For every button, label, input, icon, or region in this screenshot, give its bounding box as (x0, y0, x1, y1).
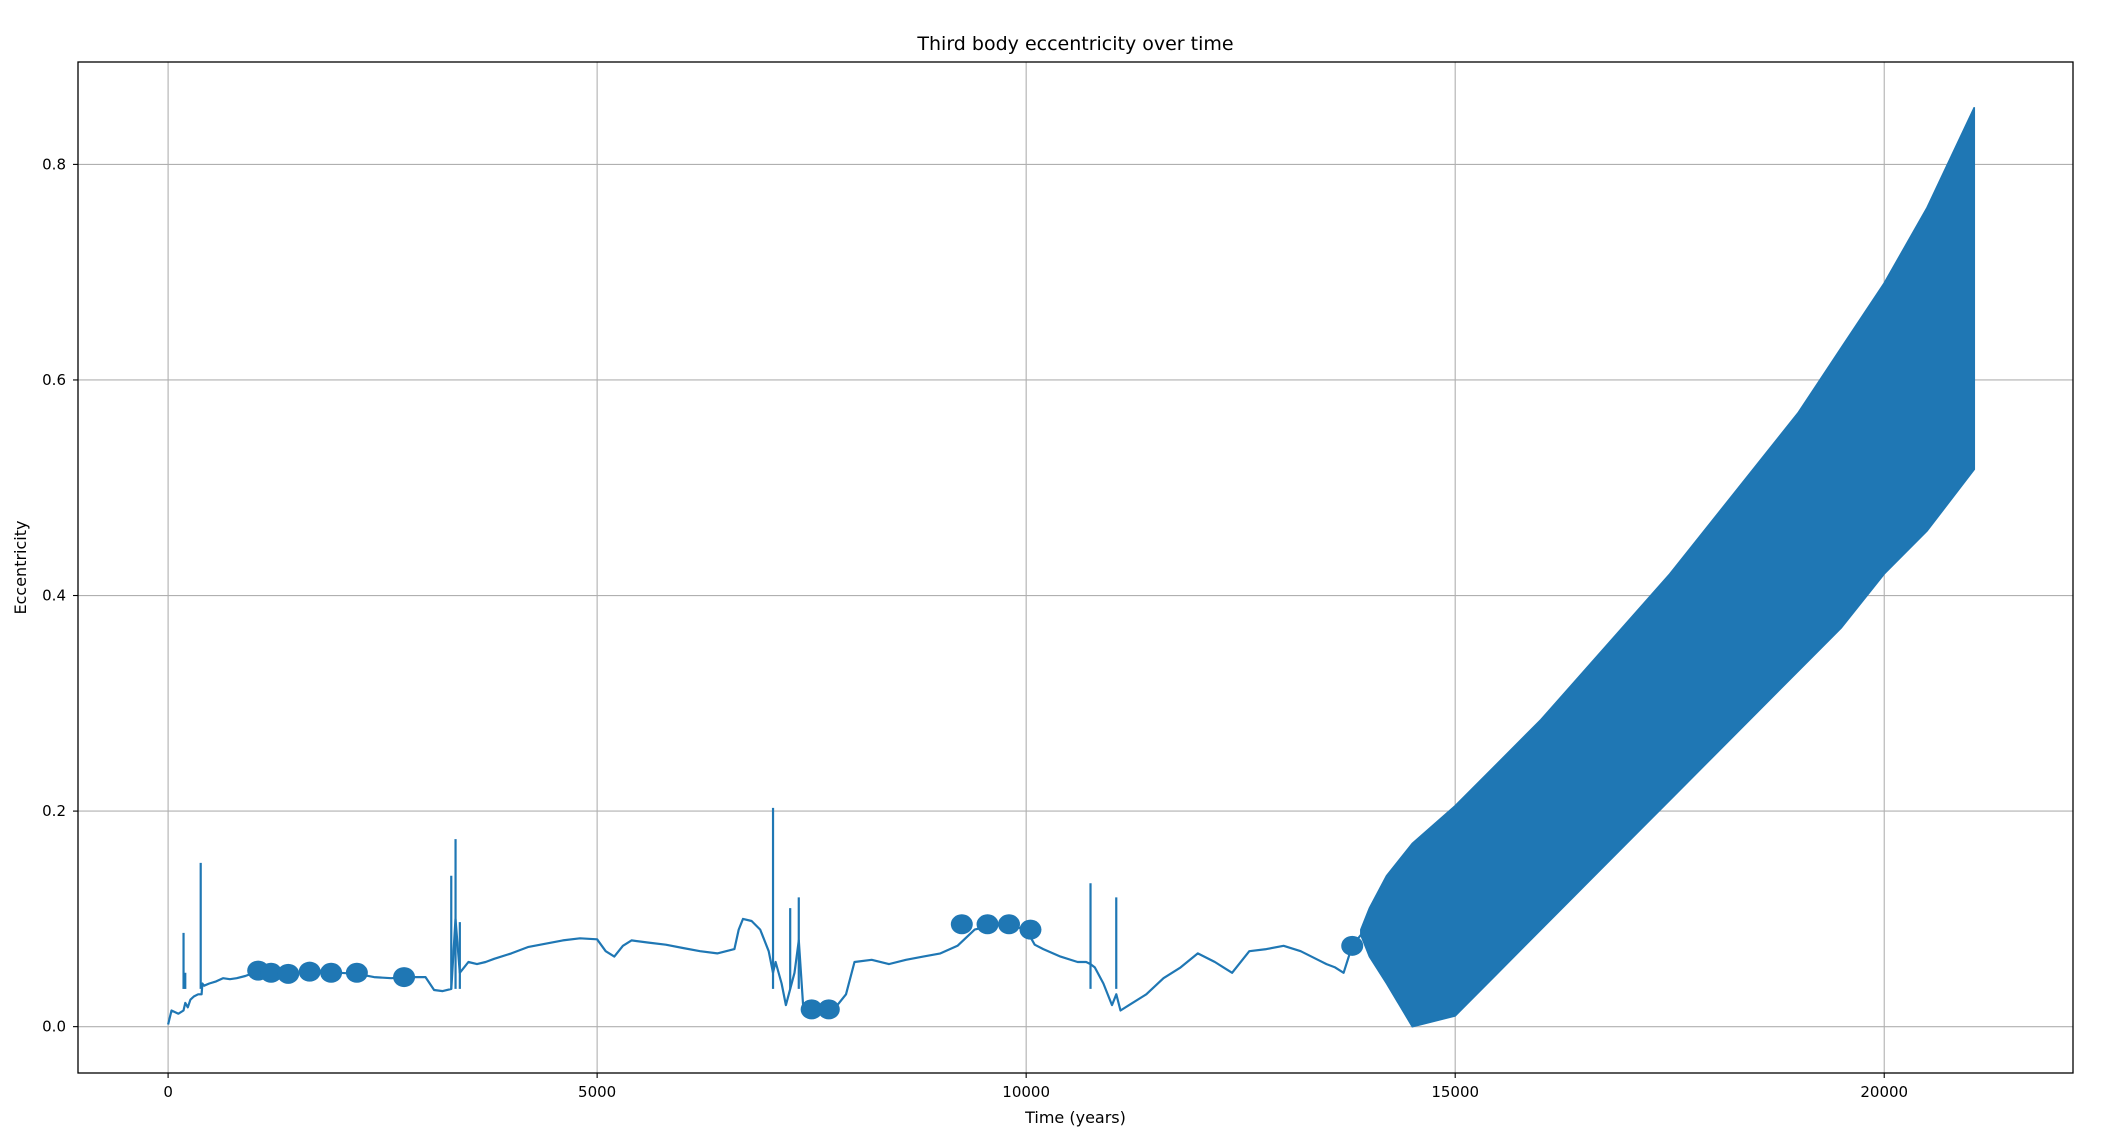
chart-title: Third body eccentricity over time (916, 33, 1233, 55)
grid-lines (78, 62, 2073, 1073)
series-layer (167, 106, 1976, 1028)
plot-area (167, 106, 1976, 1028)
x-tick-label: 15000 (1431, 1083, 1479, 1101)
oscillation-blob (345, 962, 368, 983)
eccentricity-band (1360, 106, 1976, 1028)
oscillation-blob (976, 914, 999, 935)
y-tick-label: 0.0 (42, 1018, 66, 1036)
x-axis-label: Time (years) (1024, 1108, 1126, 1127)
x-tick-label: 0 (163, 1083, 173, 1101)
oscillation-blob (1019, 919, 1042, 940)
y-axis-label: Eccentricity (11, 521, 30, 615)
axes-frame (77, 61, 2074, 1074)
oscillation-blob (393, 967, 416, 988)
y-axis-ticks: 0.0 0.2 0.4 0.6 0.8 (42, 155, 78, 1036)
oscillation-blob (817, 999, 840, 1020)
oscillation-blob (1341, 935, 1364, 956)
y-tick-label: 0.8 (42, 155, 66, 173)
y-tick-label: 0.2 (42, 802, 66, 820)
oscillation-blob (998, 914, 1020, 935)
x-tick-label: 10000 (1002, 1083, 1050, 1101)
oscillation-blob (320, 962, 343, 983)
oscillation-blob (298, 961, 321, 982)
oscillation-blob (800, 999, 823, 1020)
oscillation-blob (260, 962, 283, 983)
oscillation-blob (277, 963, 300, 984)
oscillation-blob (950, 914, 973, 935)
y-tick-label: 0.4 (42, 587, 66, 605)
x-tick-label: 20000 (1860, 1083, 1908, 1101)
x-axis-ticks: 0 5000 10000 15000 20000 (163, 1073, 1908, 1101)
y-tick-label: 0.6 (42, 371, 66, 389)
x-tick-label: 5000 (578, 1083, 616, 1101)
